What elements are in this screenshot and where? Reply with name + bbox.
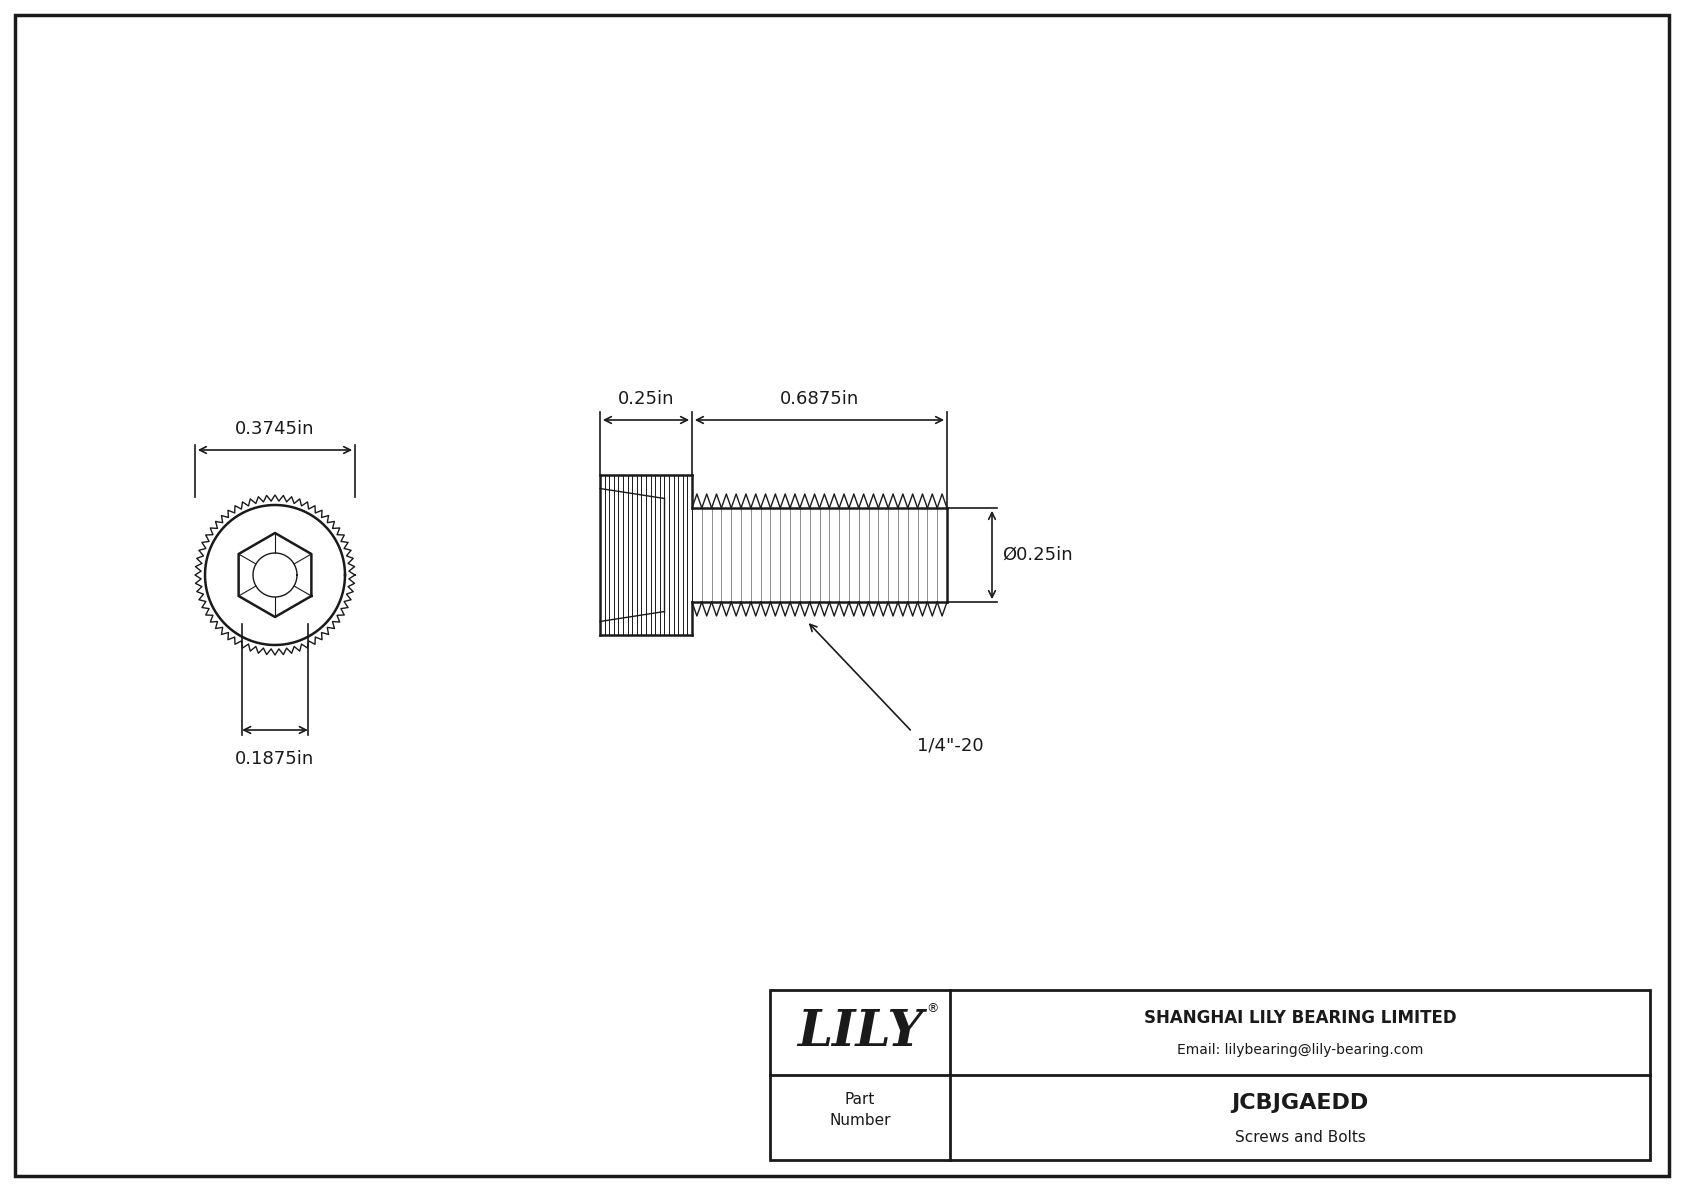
Text: 1/4"-20: 1/4"-20: [918, 737, 983, 755]
Text: SHANGHAI LILY BEARING LIMITED: SHANGHAI LILY BEARING LIMITED: [1143, 1009, 1457, 1027]
Text: Email: lilybearing@lily-bearing.com: Email: lilybearing@lily-bearing.com: [1177, 1043, 1423, 1056]
Bar: [770, 990, 1650, 1160]
Text: Part
Number: Part Number: [829, 1092, 891, 1128]
Text: 0.1875in: 0.1875in: [236, 750, 315, 768]
Text: ®: ®: [926, 1002, 938, 1015]
Text: 0.25in: 0.25in: [618, 389, 674, 409]
Text: Screws and Bolts: Screws and Bolts: [1234, 1129, 1366, 1145]
Text: JCBJGAEDD: JCBJGAEDD: [1231, 1093, 1369, 1114]
Text: Ø0.25in: Ø0.25in: [1002, 545, 1073, 565]
Text: LILY: LILY: [797, 1008, 923, 1056]
Text: 0.3745in: 0.3745in: [236, 420, 315, 438]
Text: 0.6875in: 0.6875in: [780, 389, 859, 409]
